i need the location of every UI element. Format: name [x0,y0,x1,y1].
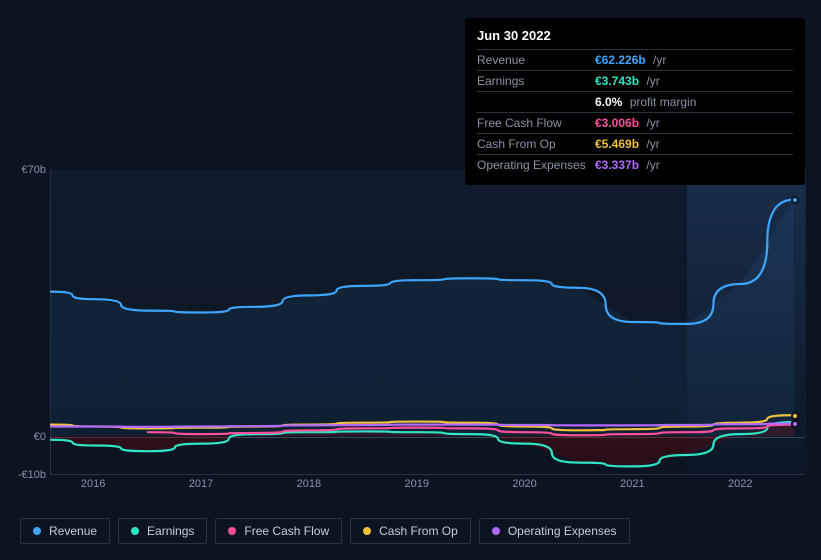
tooltip-row: Operating Expenses€3.337b /yr [477,154,793,175]
tooltip-row-label: Revenue [477,53,595,67]
x-axis: 2016 2017 2018 2019 2020 2021 2022 [50,478,805,494]
legend-item[interactable]: Operating Expenses [479,518,630,544]
y-tick-label: €0 [34,431,46,443]
legend-label: Revenue [49,524,97,538]
tooltip-rows: Revenue€62.226b /yrEarnings€3.743b /yr6.… [477,49,793,175]
legend-dot-icon [228,527,236,535]
tooltip-row-value: €3.743b /yr [595,74,660,88]
tooltip-row-value: €5.469b /yr [595,137,660,151]
series-end-marker [791,196,799,204]
legend: Revenue Earnings Free Cash Flow Cash From O… [20,518,630,544]
tooltip-row-value: €3.006b /yr [595,116,660,130]
legend-dot-icon [131,527,139,535]
x-tick-label: 2017 [189,478,213,490]
series-end-marker [791,412,799,420]
tooltip-row-label: Earnings [477,74,595,88]
y-axis: €70b €0 -€10b [16,160,50,490]
legend-dot-icon [363,527,371,535]
tooltip-row-label [477,95,595,109]
x-tick-label: 2016 [81,478,105,490]
tooltip-row-value: €62.226b /yr [595,53,666,67]
tooltip-panel: Jun 30 2022 Revenue€62.226b /yrEarnings€… [465,18,805,185]
tooltip-row: Free Cash Flow€3.006b /yr [477,112,793,133]
legend-item[interactable]: Cash From Op [350,518,471,544]
legend-label: Free Cash Flow [244,524,329,538]
legend-dot-icon [492,527,500,535]
tooltip-row-label: Cash From Op [477,137,595,151]
tooltip-row-value: €3.337b /yr [595,158,660,172]
x-tick-label: 2022 [728,478,752,490]
x-tick-label: 2019 [404,478,428,490]
x-tick-label: 2018 [297,478,321,490]
x-tick-label: 2020 [512,478,536,490]
tooltip-row-label: Operating Expenses [477,158,595,172]
legend-item[interactable]: Revenue [20,518,110,544]
series-lines [51,170,805,474]
tooltip-row: Cash From Op€5.469b /yr [477,133,793,154]
chart-area: €70b €0 -€10b 2016 2017 2018 2019 2020 2021 2022 [16,160,805,490]
legend-item[interactable]: Free Cash Flow [215,518,342,544]
legend-dot-icon [33,527,41,535]
legend-label: Cash From Op [379,524,458,538]
tooltip-row: Earnings€3.743b /yr [477,70,793,91]
tooltip-row: 6.0% profit margin [477,91,793,112]
tooltip-row-label: Free Cash Flow [477,116,595,130]
legend-label: Earnings [147,524,194,538]
tooltip-row: Revenue€62.226b /yr [477,49,793,70]
tooltip-date: Jun 30 2022 [477,28,793,49]
legend-item[interactable]: Earnings [118,518,207,544]
y-tick-label: €70b [22,164,46,176]
tooltip-row-value: 6.0% profit margin [595,95,696,109]
series-end-marker [791,420,799,428]
legend-label: Operating Expenses [508,524,617,538]
plot-area[interactable] [50,170,805,475]
x-tick-label: 2021 [620,478,644,490]
y-tick-label: -€10b [18,469,46,481]
